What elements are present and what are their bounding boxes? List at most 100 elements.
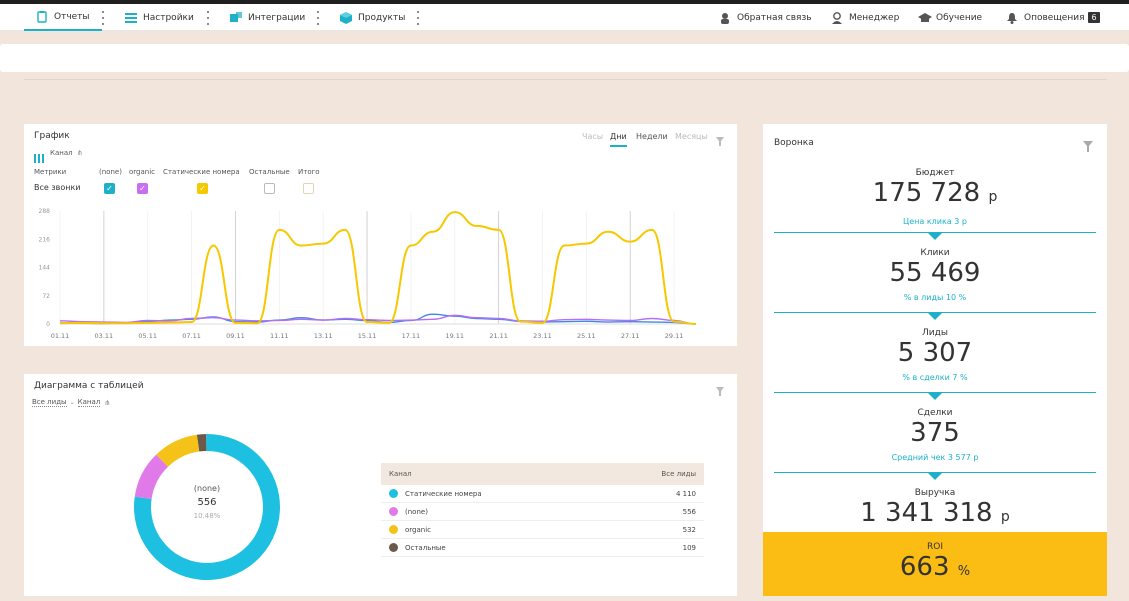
- legend-dot: [389, 543, 398, 552]
- funnel-arrow: [928, 233, 942, 240]
- nav-manager[interactable]: Менеджер: [831, 4, 899, 31]
- chevron-down-icon: ⌄: [69, 399, 75, 406]
- roi-unit: %: [957, 564, 971, 579]
- checkbox-total[interactable]: [303, 183, 314, 194]
- nav-training[interactable]: Обучение: [918, 4, 982, 31]
- feedback-icon: [719, 12, 731, 24]
- budget-sub: Цена клика 3 р: [903, 217, 967, 226]
- x-tick-label: 01.11: [51, 332, 70, 340]
- donut-slice: [156, 434, 200, 467]
- x-tick-label: 27.11: [621, 332, 640, 340]
- tab-days[interactable]: Дни: [610, 132, 627, 147]
- diagram-filter-icon[interactable]: [716, 381, 724, 400]
- donut-center-pct: 10.48%: [193, 512, 221, 520]
- funnel-stage-leads: Лиды 5 307 % в сделки 7 %: [774, 328, 1096, 382]
- channel-label: Канал: [50, 148, 73, 157]
- roi-value: 663: [899, 552, 950, 582]
- nav-feedback[interactable]: Обратная связь: [719, 4, 812, 31]
- funnel-arrow: [928, 393, 942, 400]
- channel-selector[interactable]: Канал ⋔: [34, 148, 83, 163]
- table-header: Канал Все лиды: [381, 463, 704, 485]
- diagram-filters[interactable]: Все лиды ⌄ Канал ⋔: [32, 398, 110, 407]
- checkbox-organic[interactable]: ✓: [137, 183, 148, 194]
- settings-sliders-icon: [125, 12, 137, 24]
- checkbox-none[interactable]: ✓: [104, 183, 115, 194]
- donut-chart: [134, 434, 280, 580]
- revenue-value: 1 341 318: [860, 498, 993, 528]
- all-leads-filter[interactable]: Все лиды: [32, 398, 67, 407]
- deals-value: 375: [910, 418, 960, 448]
- tab-weeks[interactable]: Недели: [636, 132, 668, 141]
- legend-dot: [389, 489, 398, 498]
- channel-table: Канал Все лиды Статические номера 4 110 …: [381, 463, 704, 557]
- graph-filter-icon[interactable]: [716, 131, 724, 150]
- integrations-menu-dots[interactable]: [316, 11, 319, 25]
- funnel-card: [763, 124, 1107, 596]
- funnel-separator: [774, 472, 1096, 473]
- y-tick-label: 144: [39, 265, 51, 272]
- tab-months[interactable]: Месяцы: [675, 132, 708, 141]
- manager-icon: [831, 11, 843, 24]
- notifications-badge: 6: [1088, 12, 1100, 23]
- funnel-separator: [774, 312, 1096, 313]
- graph-title: График: [34, 131, 70, 141]
- cube-icon: [340, 11, 352, 24]
- clipboard-icon: [36, 10, 48, 23]
- reports-menu-dots[interactable]: [101, 11, 104, 25]
- settings-menu-dots[interactable]: [206, 11, 209, 25]
- roi-block: ROI 663 %: [763, 532, 1107, 596]
- nav-products[interactable]: Продукты: [340, 4, 405, 31]
- line-chart: 288 216 144 72 001.11 03.11 05.11 07.11 09.11 11.…: [39, 208, 697, 340]
- clicks-sub: % в лиды 10 %: [903, 293, 967, 302]
- top-navigation: Отчеты Настройки Интеграции Продукты Обр…: [0, 4, 1129, 31]
- filter-bar[interactable]: [0, 44, 1129, 72]
- table-header-channel: Канал: [389, 470, 412, 478]
- nav-reports[interactable]: Отчеты: [24, 4, 102, 31]
- funnel-stage-deals: Сделки 375 Средний чек 3 577 р: [774, 408, 1096, 462]
- channel-filter[interactable]: Канал: [77, 398, 101, 407]
- x-tick-label: 05.11: [138, 332, 157, 340]
- funnel-arrow: [928, 473, 942, 480]
- table-row[interactable]: (none) 556: [381, 503, 704, 521]
- legend-dot: [389, 507, 398, 516]
- x-tick-label: 29.11: [665, 332, 684, 340]
- x-tick-label: 21.11: [489, 332, 508, 340]
- series-line: [59, 314, 697, 325]
- x-tick-label: 09.11: [226, 332, 245, 340]
- checkbox-static[interactable]: ✓: [197, 183, 208, 194]
- leads-sub: % в сделки 7 %: [902, 373, 968, 382]
- funnel-filter-icon[interactable]: [1083, 137, 1093, 156]
- nav-notifications[interactable]: Оповещения 6: [1006, 4, 1100, 31]
- y-tick-label: 0: [46, 321, 50, 328]
- x-tick-label: 25.11: [577, 332, 596, 340]
- funnel-separator: [774, 392, 1096, 393]
- leads-value: 5 307: [897, 338, 973, 368]
- puzzle-icon: [230, 11, 242, 24]
- checkbox-other[interactable]: [264, 183, 275, 194]
- table-row[interactable]: Остальные 109: [381, 539, 704, 557]
- col-static: Статические номера: [163, 168, 240, 176]
- col-total: Итого: [298, 168, 320, 176]
- table-row[interactable]: organic 532: [381, 521, 704, 539]
- nav-integrations[interactable]: Интеграции: [230, 4, 305, 31]
- bell-icon: [1006, 12, 1018, 24]
- clicks-value: 55 469: [889, 258, 981, 288]
- nav-settings[interactable]: Настройки: [125, 4, 194, 31]
- x-tick-label: 23.11: [533, 332, 552, 340]
- donut-center-value: 556: [197, 497, 217, 508]
- y-tick-label: 288: [39, 208, 51, 215]
- x-tick-label: 19.11: [445, 332, 464, 340]
- col-other: Остальные: [249, 168, 290, 176]
- section-divider: [24, 79, 1107, 80]
- tab-hours[interactable]: Часы: [582, 132, 604, 141]
- deals-sub: Средний чек 3 577 р: [891, 453, 979, 462]
- col-organic: organic: [129, 168, 156, 176]
- hierarchy-icon: ⋔: [104, 398, 111, 407]
- bars-icon: [34, 148, 44, 163]
- hierarchy-icon: ⋔: [76, 148, 83, 157]
- donut-slice: [134, 454, 169, 500]
- table-row[interactable]: Статические номера 4 110: [381, 485, 704, 503]
- funnel-separator: [774, 232, 1096, 233]
- products-menu-dots[interactable]: [416, 11, 419, 25]
- funnel-title: Воронка: [774, 138, 814, 148]
